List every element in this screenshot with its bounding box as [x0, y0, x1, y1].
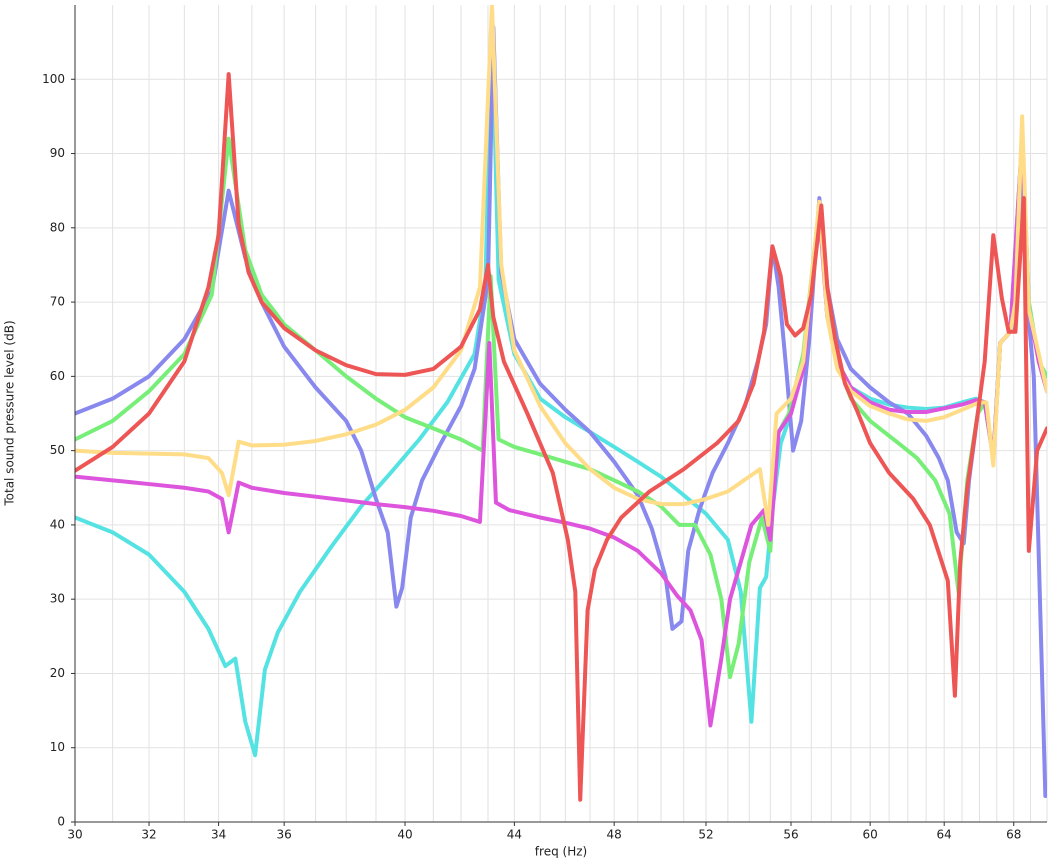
- x-tick-label: 44: [507, 828, 522, 842]
- x-tick-label: 32: [141, 828, 156, 842]
- x-tick-label: 52: [698, 828, 713, 842]
- x-axis-label: freq (Hz): [535, 845, 587, 859]
- y-tick-label: 100: [42, 72, 65, 86]
- y-tick-label: 80: [50, 220, 65, 234]
- y-tick-label: 10: [50, 740, 65, 754]
- series-line: [75, 25, 1047, 798]
- y-tick-label: 60: [50, 369, 65, 383]
- y-tick-label: 50: [50, 443, 65, 457]
- axes: 0 10 20 30 40 50 60 70 80 90 100 30 32 34 36 40 44 48 52 56…: [42, 5, 1047, 842]
- y-tick-label: 30: [50, 592, 65, 606]
- y-tick-label: 90: [50, 146, 65, 160]
- x-tick-label: 40: [397, 828, 412, 842]
- y-tick-label: 40: [50, 517, 65, 531]
- series-line: [75, 17, 1047, 758]
- lines: [75, 5, 1047, 802]
- series-line: [75, 136, 1047, 728]
- y-tick-label: 70: [50, 295, 65, 309]
- x-tick-label: 34: [211, 828, 226, 842]
- x-tick-label: 48: [607, 828, 622, 842]
- x-tick-label: 56: [783, 828, 798, 842]
- series-line: [75, 72, 1047, 802]
- x-tick-label: 36: [277, 828, 292, 842]
- y-tick-label: 20: [50, 666, 65, 680]
- y-tick-label: 0: [57, 815, 65, 829]
- x-tick-label: 60: [863, 828, 878, 842]
- x-tick-label: 64: [937, 828, 952, 842]
- x-tick-label: 30: [67, 828, 82, 842]
- y-axis-label: Total sound pressure level (dB): [3, 320, 17, 506]
- x-tick-label: 68: [1006, 828, 1021, 842]
